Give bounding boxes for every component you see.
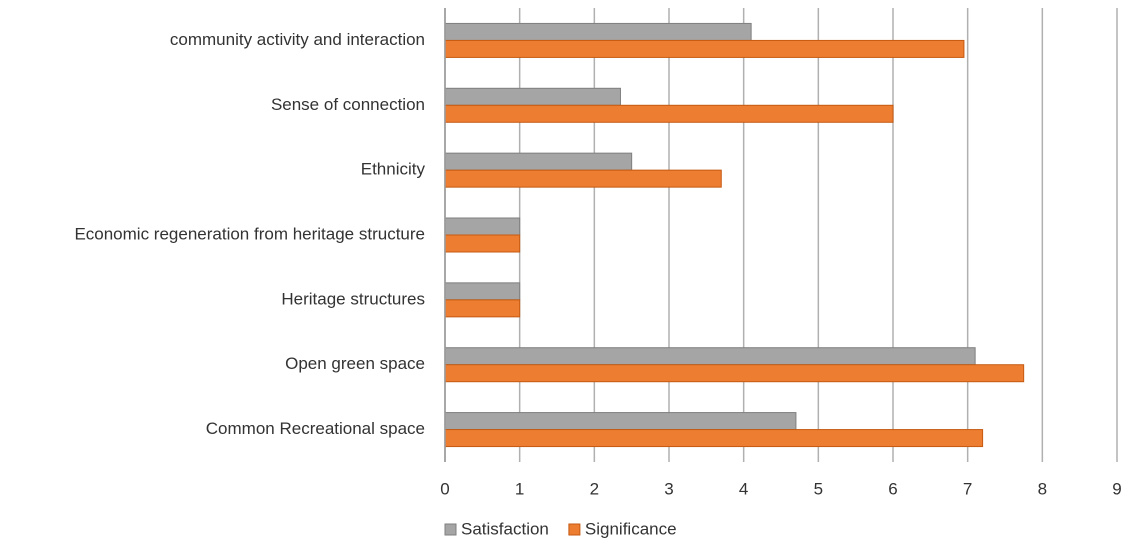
bar xyxy=(444,282,521,301)
y-tick-label: Economic regeneration from heritage stru… xyxy=(74,224,425,243)
x-tick-label: 0 xyxy=(440,479,449,498)
y-tick-label: Open green space xyxy=(285,354,425,373)
bar xyxy=(444,429,984,448)
x-tick-label: 9 xyxy=(1112,479,1121,498)
legend-swatch xyxy=(444,523,457,536)
y-tick-label: Ethnicity xyxy=(361,160,426,179)
x-tick-label: 6 xyxy=(888,479,897,498)
y-tick-label: Common Recreational space xyxy=(206,419,425,438)
x-tick-label: 1 xyxy=(515,479,524,498)
bar xyxy=(444,87,621,106)
x-tick-label: 2 xyxy=(590,479,599,498)
y-tick-label: Sense of connection xyxy=(271,95,425,114)
bar xyxy=(444,104,894,123)
bar xyxy=(444,347,976,366)
y-tick-label: Heritage structures xyxy=(281,289,425,308)
x-tick-label: 7 xyxy=(963,479,972,498)
bar xyxy=(444,217,521,236)
bar xyxy=(444,152,633,171)
bar xyxy=(444,412,797,431)
bar xyxy=(444,169,722,188)
x-tick-label: 3 xyxy=(664,479,673,498)
x-tick-label: 4 xyxy=(739,479,748,498)
bar xyxy=(444,22,752,41)
legend-label: Significance xyxy=(585,519,677,538)
bar xyxy=(444,299,521,318)
bar xyxy=(444,39,965,58)
bar xyxy=(444,234,521,253)
x-tick-label: 8 xyxy=(1038,479,1047,498)
legend-label: Satisfaction xyxy=(461,519,549,538)
legend-swatch xyxy=(568,523,581,536)
x-tick-label: 5 xyxy=(814,479,823,498)
y-tick-label: community activity and interaction xyxy=(170,30,425,49)
bar xyxy=(444,364,1025,383)
